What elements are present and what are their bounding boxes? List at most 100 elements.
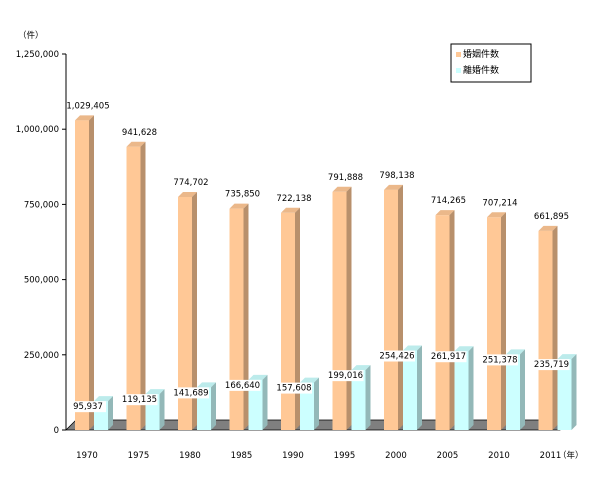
y-axis-unit-label: （件） xyxy=(18,30,44,41)
bar-divorces-side xyxy=(571,354,577,430)
bar-marriages-top xyxy=(178,191,197,197)
bar-marriages xyxy=(229,203,249,430)
data-label-divorces: 95,937 xyxy=(73,402,103,412)
bar-divorces-front xyxy=(351,370,366,430)
x-axis-unit-label: （年） xyxy=(558,450,584,461)
bar-divorces-front xyxy=(403,350,417,430)
data-label-marriages: 791,888 xyxy=(328,173,363,183)
bar-marriages xyxy=(281,207,300,430)
x-tick-label: 1990 xyxy=(282,451,304,461)
bar-marriages-front xyxy=(538,230,553,430)
bar-marriages-front xyxy=(487,217,501,430)
bar-divorces-side xyxy=(314,377,319,430)
data-label-divorces-bg xyxy=(533,359,570,371)
bar-divorces-top xyxy=(94,396,113,402)
bar-marriages-side xyxy=(89,115,94,430)
bar-marriages-front xyxy=(126,146,141,430)
bar-marriages-top xyxy=(281,207,300,213)
x-tick-label: 2005 xyxy=(437,451,459,461)
bar-marriages xyxy=(538,225,558,430)
x-tick-label: 2011 xyxy=(540,451,562,461)
bar-divorces xyxy=(454,346,474,430)
bar-divorces xyxy=(506,349,525,430)
bar-marriages-top xyxy=(435,210,455,216)
data-label-divorces-bg xyxy=(121,394,158,406)
x-tick-label: 1995 xyxy=(334,451,356,461)
data-label-divorces: 157,608 xyxy=(276,384,311,394)
data-label-divorces: 235,719 xyxy=(534,360,569,370)
bar-marriages xyxy=(487,212,506,430)
y-tick-label: 250,000 xyxy=(24,351,59,361)
data-label-marriages: 798,138 xyxy=(379,171,414,181)
data-label-marriages: 661,895 xyxy=(534,212,569,222)
data-label-divorces: 166,640 xyxy=(225,381,260,391)
bar-marriages-side xyxy=(140,141,146,430)
data-label-divorces-bg xyxy=(224,379,261,391)
data-label-divorces: 254,426 xyxy=(379,352,414,362)
bar-divorces xyxy=(248,374,268,430)
bar-marriages-side xyxy=(295,207,300,430)
bar-marriages-front xyxy=(75,120,89,430)
bar-divorces-top xyxy=(248,374,268,380)
bar-marriages-top xyxy=(384,184,403,190)
bar-marriages xyxy=(332,186,352,430)
bar-divorces-top xyxy=(197,382,216,388)
bar-divorces-front xyxy=(248,379,263,430)
bar-marriages-front xyxy=(332,191,347,430)
bar-divorces-side xyxy=(211,382,216,430)
data-label-marriages: 722,138 xyxy=(276,194,311,204)
bar-divorces-front xyxy=(300,382,314,430)
bar-marriages-front xyxy=(384,189,398,430)
y-tick-label: 1,250,000 xyxy=(16,50,59,60)
bar-marriages-top xyxy=(75,115,94,121)
data-label-divorces: 251,378 xyxy=(482,355,517,365)
x-tick-label: 2000 xyxy=(385,451,407,461)
data-label-divorces-bg xyxy=(70,401,106,413)
bar-divorces xyxy=(403,345,422,430)
bar-divorces xyxy=(351,365,371,430)
bar-marriages xyxy=(435,210,455,430)
data-label-marriages: 774,702 xyxy=(173,178,208,188)
bar-marriages-side xyxy=(449,210,455,430)
bar-divorces-side xyxy=(159,389,165,430)
bar-divorces-top xyxy=(300,377,319,383)
x-tick-label: 1980 xyxy=(179,451,201,461)
data-label-marriages: 735,850 xyxy=(225,190,260,200)
bar-marriages xyxy=(178,191,197,430)
bar-divorces-side xyxy=(365,365,371,430)
back-wall xyxy=(66,44,76,430)
bar-divorces-top xyxy=(506,349,525,355)
bar-marriages-top xyxy=(126,141,146,147)
bar-marriages-side xyxy=(243,203,249,430)
data-label-marriages: 714,265 xyxy=(431,196,466,206)
bar-divorces-side xyxy=(108,396,113,430)
bar-marriages-side xyxy=(501,212,506,430)
bar-divorces-front xyxy=(506,354,520,430)
data-label-marriages: 707,214 xyxy=(482,198,517,208)
data-label-divorces-bg xyxy=(276,382,312,394)
bar-marriages-front xyxy=(178,196,192,430)
data-label-divorces-bg xyxy=(430,351,467,363)
y-tick-label: 750,000 xyxy=(24,200,59,210)
bar-marriages-front xyxy=(229,208,244,430)
data-label-marriages: 1,029,405 xyxy=(66,101,109,111)
x-tick-label: 2010 xyxy=(488,451,510,461)
bar-marriages-side xyxy=(398,184,403,430)
bar-marriages xyxy=(384,184,403,430)
bar-divorces-top xyxy=(351,365,371,371)
bar-marriages-side xyxy=(552,225,558,430)
bar-marriages-top xyxy=(538,225,558,231)
bar-divorces-side xyxy=(417,345,422,430)
bar-divorces-side xyxy=(262,374,268,430)
bar-marriages-top xyxy=(229,203,249,209)
y-tick-label: 1,000,000 xyxy=(16,125,59,135)
data-label-marriages: 941,628 xyxy=(122,128,157,138)
bar-marriages-top xyxy=(332,186,352,192)
bar-divorces-top xyxy=(403,345,422,351)
bar-divorces-top xyxy=(145,389,165,395)
data-label-divorces-bg xyxy=(173,387,209,399)
bar-divorces-front xyxy=(454,351,469,430)
x-tick-label: 1970 xyxy=(76,451,98,461)
legend-swatch-marriages xyxy=(456,52,461,57)
